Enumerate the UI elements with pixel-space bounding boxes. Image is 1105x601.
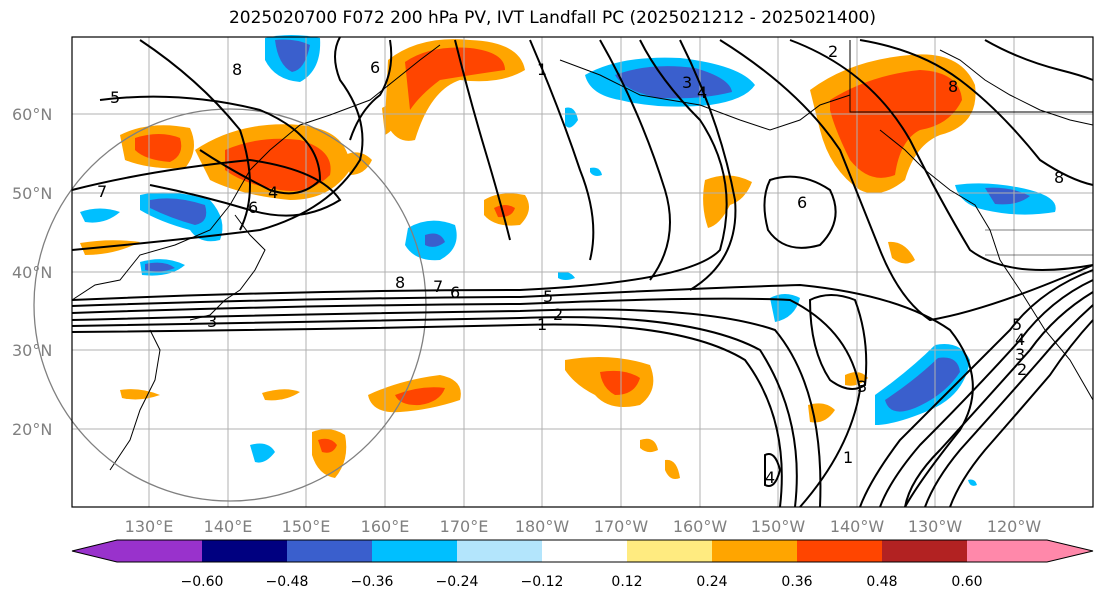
contour-label: 3 <box>682 73 692 92</box>
colorbar-tick-label: −0.36 <box>351 574 394 590</box>
contour-label: 2 <box>828 42 838 61</box>
contour-label: 8 <box>948 77 958 96</box>
contour-label: 6 <box>248 198 258 217</box>
colorbar-bin <box>627 540 712 562</box>
contour-label: 2 <box>1017 360 1027 379</box>
contour-label: 8 <box>232 60 242 79</box>
graticule <box>72 37 1093 507</box>
contour-label: 4 <box>268 183 278 202</box>
map-title: 2025020700 F072 200 hPa PV, IVT Landfall… <box>228 8 876 28</box>
contour-label: 3 <box>857 377 867 396</box>
contour-label: 6 <box>450 283 460 302</box>
colorbar-bin <box>882 540 967 562</box>
colorbar-bin <box>542 540 627 562</box>
coastlines <box>71 40 1094 471</box>
colorbar-bin <box>712 540 797 562</box>
colorbar-bin <box>372 540 457 562</box>
colorbar-bin <box>202 540 287 562</box>
lon-label: 140°W <box>830 517 885 536</box>
contour-label: 1 <box>843 448 853 467</box>
lon-label: 130°E <box>125 517 174 536</box>
contour-label: 7 <box>97 182 107 201</box>
pv-contours <box>71 36 1094 508</box>
colorbar-bin <box>457 540 542 562</box>
colorbar-tick-label: −0.48 <box>266 574 309 590</box>
contour-label: 8 <box>395 273 405 292</box>
lon-label: 150°W <box>751 517 806 536</box>
contour-label: 8 <box>1054 168 1064 187</box>
colorbar-tick-label: 0.60 <box>951 574 982 590</box>
colorbar-tick-label: 0.36 <box>781 574 812 590</box>
contour-label: 2 <box>553 305 563 324</box>
contour-label: 5 <box>543 287 553 306</box>
contour-label: 4 <box>765 468 775 487</box>
colorbar-tick-label: −0.12 <box>521 574 564 590</box>
lon-label: 160°W <box>673 517 728 536</box>
latitude-labels: 60°N 50°N 40°N 30°N 20°N <box>12 105 52 439</box>
colorbar-bin <box>797 540 882 562</box>
colorbar-tick-label: 0.24 <box>696 574 727 590</box>
lon-label: 120°W <box>987 517 1042 536</box>
lon-label: 140°E <box>204 517 253 536</box>
contour-label: 5 <box>110 88 120 107</box>
contour-label: 3 <box>207 312 217 331</box>
contour-label: 3 <box>1015 345 1025 364</box>
contour-label: 4 <box>1015 330 1025 349</box>
lon-label: 170°E <box>440 517 489 536</box>
contour-label: 4 <box>697 83 707 102</box>
colorbar-bin <box>287 540 372 562</box>
colorbar-outline <box>71 539 1094 563</box>
colorbar-tick-label: 0.12 <box>611 574 642 590</box>
colorbar-tick-label: −0.24 <box>436 574 479 590</box>
contour-label: 6 <box>797 193 807 212</box>
colorbar: −0.60 −0.48 −0.36 −0.24 −0.12 0.12 0.24 … <box>71 539 1094 590</box>
colorbar-tick-label: 0.48 <box>866 574 897 590</box>
lat-label: 20°N <box>12 420 52 439</box>
lon-label: 170°W <box>594 517 649 536</box>
map-frame <box>71 36 1094 508</box>
lat-label: 40°N <box>12 263 52 282</box>
lat-label: 60°N <box>12 105 52 124</box>
lat-label: 30°N <box>12 341 52 360</box>
lon-label: 150°E <box>282 517 331 536</box>
contour-label: 6 <box>370 58 380 77</box>
contour-label: 7 <box>433 277 443 296</box>
longitude-labels: 130°E 140°E 150°E 160°E 170°E 180°W 170°… <box>125 517 1042 536</box>
contour-labels: 5 7 8 6 4 6 3 8 7 6 5 2 1 1 3 4 6 2 8 8 … <box>97 42 1064 487</box>
lon-label: 130°W <box>908 517 963 536</box>
colorbar-bin <box>117 540 202 562</box>
contour-label: 1 <box>537 60 547 79</box>
contour-label: 1 <box>537 315 547 334</box>
colorbar-bin <box>967 540 1047 562</box>
lon-label: 160°E <box>361 517 410 536</box>
contour-label: 5 <box>1012 315 1022 334</box>
colorbar-over-arrow <box>1047 540 1093 562</box>
lon-label: 180°W <box>515 517 570 536</box>
colorbar-tick-label: −0.60 <box>181 574 224 590</box>
colorbar-under-arrow <box>72 540 117 562</box>
lat-label: 50°N <box>12 184 52 203</box>
